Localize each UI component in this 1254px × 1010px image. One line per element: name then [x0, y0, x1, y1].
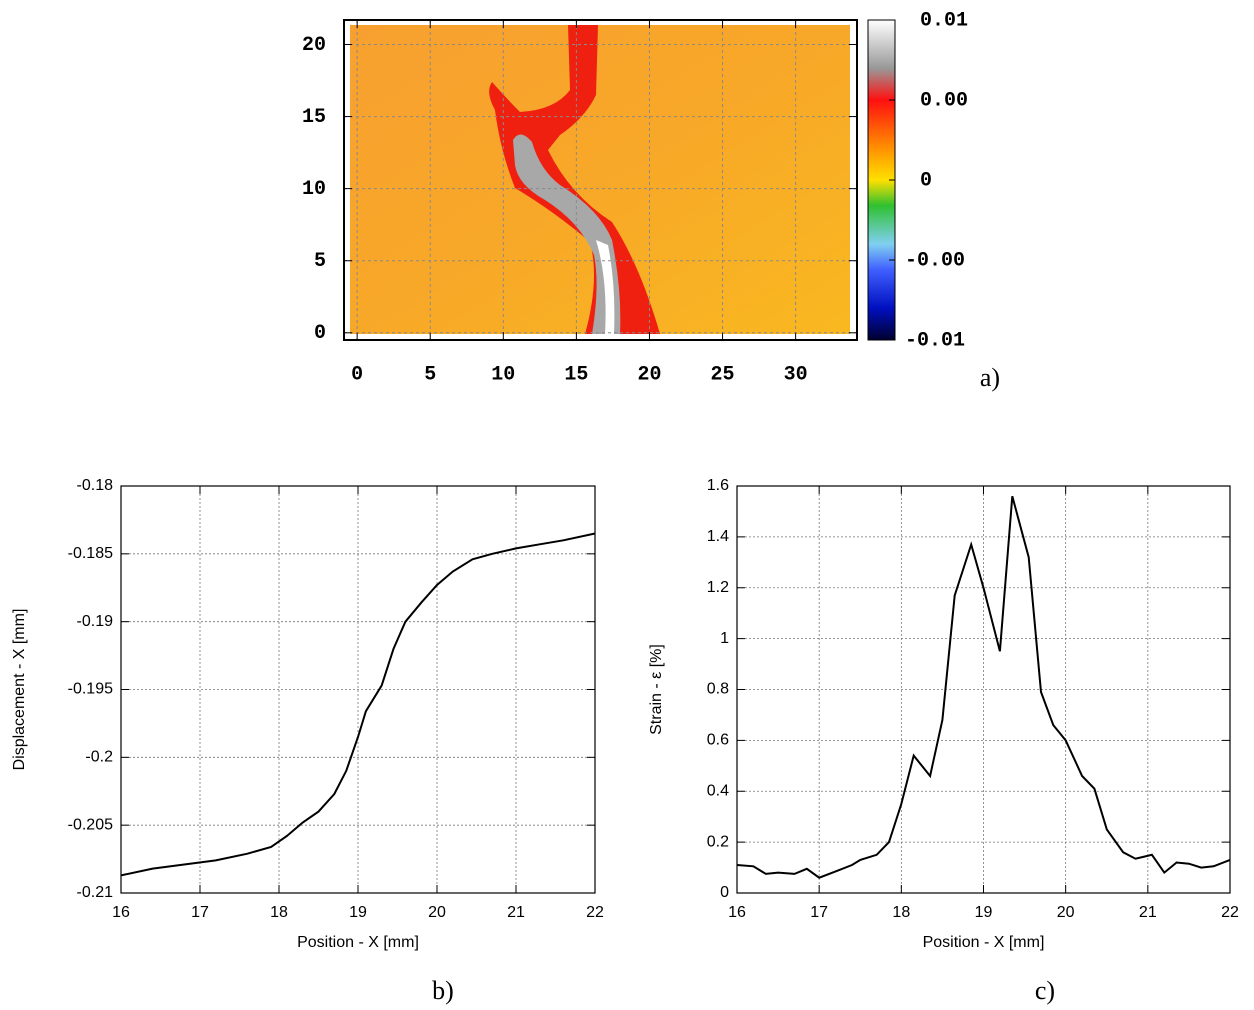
plot-frame	[120, 485, 596, 894]
data-line	[736, 495, 1231, 879]
colorbar-tick-label: -0.01	[905, 329, 965, 352]
x-tick-label: 0	[351, 363, 363, 386]
x-tick-label: 19	[349, 904, 367, 921]
y-tick-label: -0.19	[77, 613, 114, 630]
y-tick-label: -0.18	[77, 477, 114, 494]
y-tick-label: 15	[302, 106, 326, 129]
heatmap-image	[350, 25, 850, 334]
y-tick-label: -0.21	[77, 884, 114, 901]
y-tick-label: -0.195	[68, 681, 113, 698]
y-tick-label: 0	[720, 884, 729, 901]
x-tick-label: 19	[975, 904, 993, 921]
plot-frame	[736, 485, 1231, 894]
x-tick-label: 16	[728, 904, 746, 921]
y-axis-label: Strain - ε [%]	[648, 644, 665, 735]
panel-label: b)	[432, 976, 454, 1005]
y-tick-label: 1.6	[707, 477, 729, 494]
y-tick-label: 20	[302, 34, 326, 57]
x-tick-label: 16	[112, 904, 130, 921]
y-axis-label: Displacement - X [mm]	[11, 609, 28, 771]
colorbar-tick-label: -0.00	[905, 249, 965, 272]
y-tick-label: 10	[302, 178, 326, 201]
x-tick-label: 20	[1057, 904, 1075, 921]
x-tick-label: 15	[564, 363, 588, 386]
x-tick-label: 5	[424, 363, 436, 386]
y-tick-label: -0.185	[68, 545, 113, 562]
colorbar-tick-label: 0.01	[920, 9, 968, 32]
y-tick-label: 1.2	[707, 579, 729, 596]
x-tick-label: 21	[1139, 904, 1157, 921]
y-tick-label: 0.8	[707, 681, 729, 698]
x-axis-label: Position - X [mm]	[923, 934, 1045, 951]
x-tick-label: 22	[586, 904, 604, 921]
y-tick-label: -0.2	[85, 749, 113, 766]
x-tick-label: 20	[428, 904, 446, 921]
x-axis-label: Position - X [mm]	[297, 934, 419, 951]
plot-frame	[343, 19, 858, 341]
x-tick-label: 25	[711, 363, 735, 386]
x-tick-label: 18	[270, 904, 288, 921]
y-tick-label: -0.205	[68, 816, 113, 833]
colorbar-tick-label: 0	[920, 169, 932, 192]
x-tick-label: 21	[507, 904, 525, 921]
x-tick-label: 17	[810, 904, 828, 921]
y-tick-label: 1.4	[707, 528, 729, 545]
y-tick-label: 0.2	[707, 833, 729, 850]
x-tick-label: 17	[191, 904, 209, 921]
x-tick-label: 18	[892, 904, 910, 921]
y-tick-label: 0	[314, 322, 326, 345]
y-tick-label: 5	[314, 250, 326, 273]
panel-label: c)	[1035, 976, 1055, 1005]
x-tick-label: 10	[491, 363, 515, 386]
x-tick-label: 30	[784, 363, 808, 386]
colorbar-tick-label: 0.00	[920, 89, 968, 112]
y-tick-label: 1	[720, 630, 729, 647]
x-tick-label: 22	[1221, 904, 1239, 921]
y-tick-label: 0.4	[707, 782, 729, 799]
data-line	[120, 532, 596, 877]
x-tick-label: 20	[637, 363, 661, 386]
y-tick-label: 0.6	[707, 732, 729, 749]
panel-label: a)	[980, 363, 1000, 392]
